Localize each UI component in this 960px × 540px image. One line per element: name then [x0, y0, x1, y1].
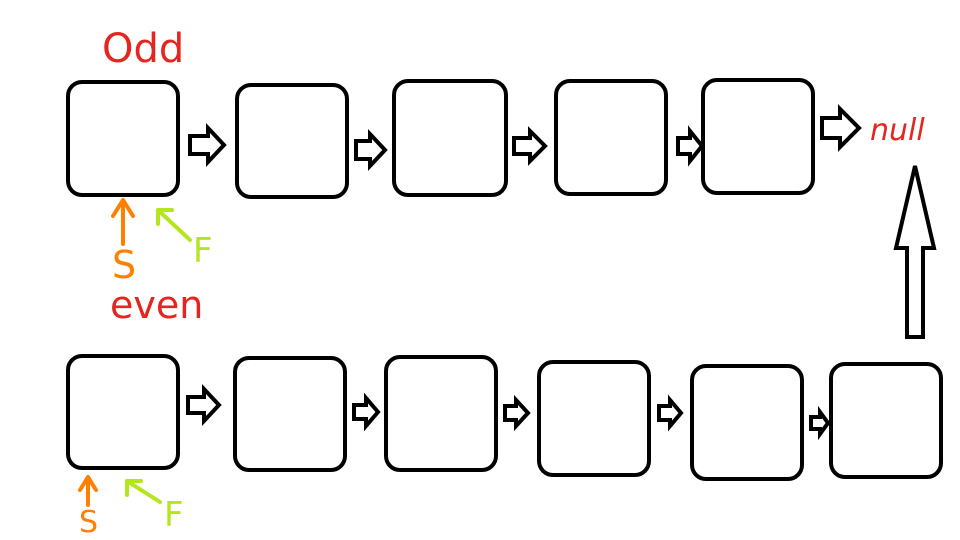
even-node-1 — [66, 354, 180, 470]
even-fast-pointer: F — [125, 479, 184, 535]
odd-fast-pointer-arrow-icon — [156, 208, 192, 242]
even-slow-pointer-label: S — [79, 505, 98, 540]
even-node-4 — [537, 360, 651, 477]
even-node-5 — [690, 364, 804, 481]
odd-fast-pointer: F — [156, 208, 213, 271]
even-link-arrow-1 — [186, 383, 222, 427]
odd-node-2 — [235, 83, 349, 199]
odd-node-5 — [701, 78, 815, 195]
even-node-3 — [384, 355, 498, 472]
odd-slow-pointer-label: S — [112, 243, 136, 287]
odd-link-arrow-4 — [676, 125, 705, 167]
even-node-6 — [829, 362, 943, 479]
odd-label: Odd — [102, 26, 184, 72]
even-link-arrow-4 — [657, 394, 684, 432]
even-slow-pointer-arrow-icon — [78, 475, 98, 507]
odd-node-3 — [392, 79, 508, 197]
even-slow-pointer: S — [78, 475, 98, 540]
odd-node-4 — [554, 79, 668, 196]
even-link-arrow-3 — [503, 394, 531, 432]
odd-link-arrow-1 — [188, 122, 227, 168]
odd-to-null-arrow — [820, 104, 862, 152]
even-label: even — [110, 283, 203, 327]
even-tail-to-null-arrow — [893, 165, 937, 339]
odd-node-1 — [66, 80, 180, 197]
odd-fast-pointer-label: F — [193, 231, 213, 271]
even-link-arrow-2 — [352, 392, 381, 432]
even-fast-pointer-arrow-icon — [125, 479, 162, 504]
null-label: null — [870, 113, 925, 148]
even-fast-pointer-label: F — [164, 495, 184, 535]
even-node-2 — [233, 356, 347, 472]
odd-slow-pointer-arrow-icon — [111, 198, 135, 246]
odd-link-arrow-2 — [354, 128, 388, 172]
odd-link-arrow-3 — [512, 126, 548, 166]
odd-slow-pointer: S — [111, 198, 136, 287]
even-link-arrow-5 — [809, 405, 831, 441]
